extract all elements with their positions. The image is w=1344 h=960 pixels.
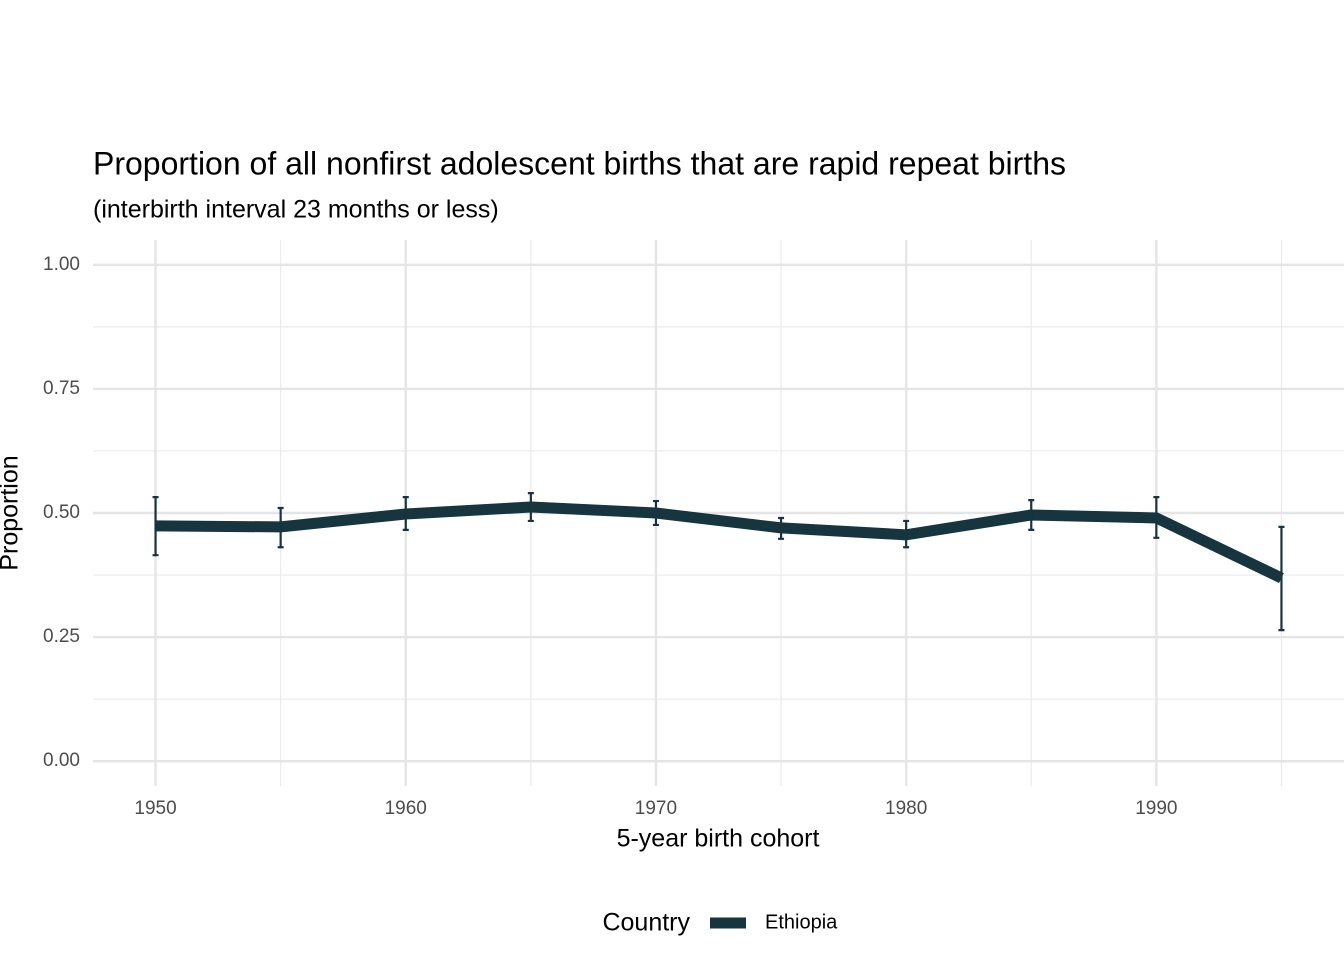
- legend-label: Ethiopia: [765, 911, 838, 933]
- y-tick-label: 0.25: [43, 626, 80, 647]
- x-tick-label: 1970: [635, 798, 677, 819]
- y-tick-label: 0.00: [43, 750, 80, 771]
- y-tick-label: 1.00: [43, 254, 80, 275]
- error-bar: [1028, 498, 1035, 531]
- x-tick-label: 1990: [1135, 798, 1177, 819]
- error-bar: [652, 499, 659, 527]
- y-tick-label: 0.50: [43, 502, 80, 523]
- y-tick-label: 0.75: [43, 378, 80, 399]
- error-bar: [152, 496, 159, 557]
- error-bar: [903, 519, 910, 549]
- legend-title: Country: [602, 909, 690, 937]
- error-bar: [778, 516, 785, 540]
- error-bar: [277, 506, 284, 549]
- error-bar: [1153, 496, 1160, 539]
- chart-subtitle: (interbirth interval 23 months or less): [93, 196, 499, 224]
- x-tick-label: 1950: [134, 798, 176, 819]
- y-axis-label: Proportion: [0, 455, 24, 570]
- x-tick-label: 1980: [885, 798, 927, 819]
- series-line: [155, 501, 1284, 583]
- error-bar: [1278, 525, 1285, 632]
- x-tick-label: 1960: [385, 798, 427, 819]
- x-axis-label: 5-year birth cohort: [617, 825, 820, 853]
- error-bar: [402, 496, 409, 531]
- error-bar: [527, 492, 534, 523]
- chart-title: Proportion of all nonfirst adolescent bi…: [93, 145, 1066, 181]
